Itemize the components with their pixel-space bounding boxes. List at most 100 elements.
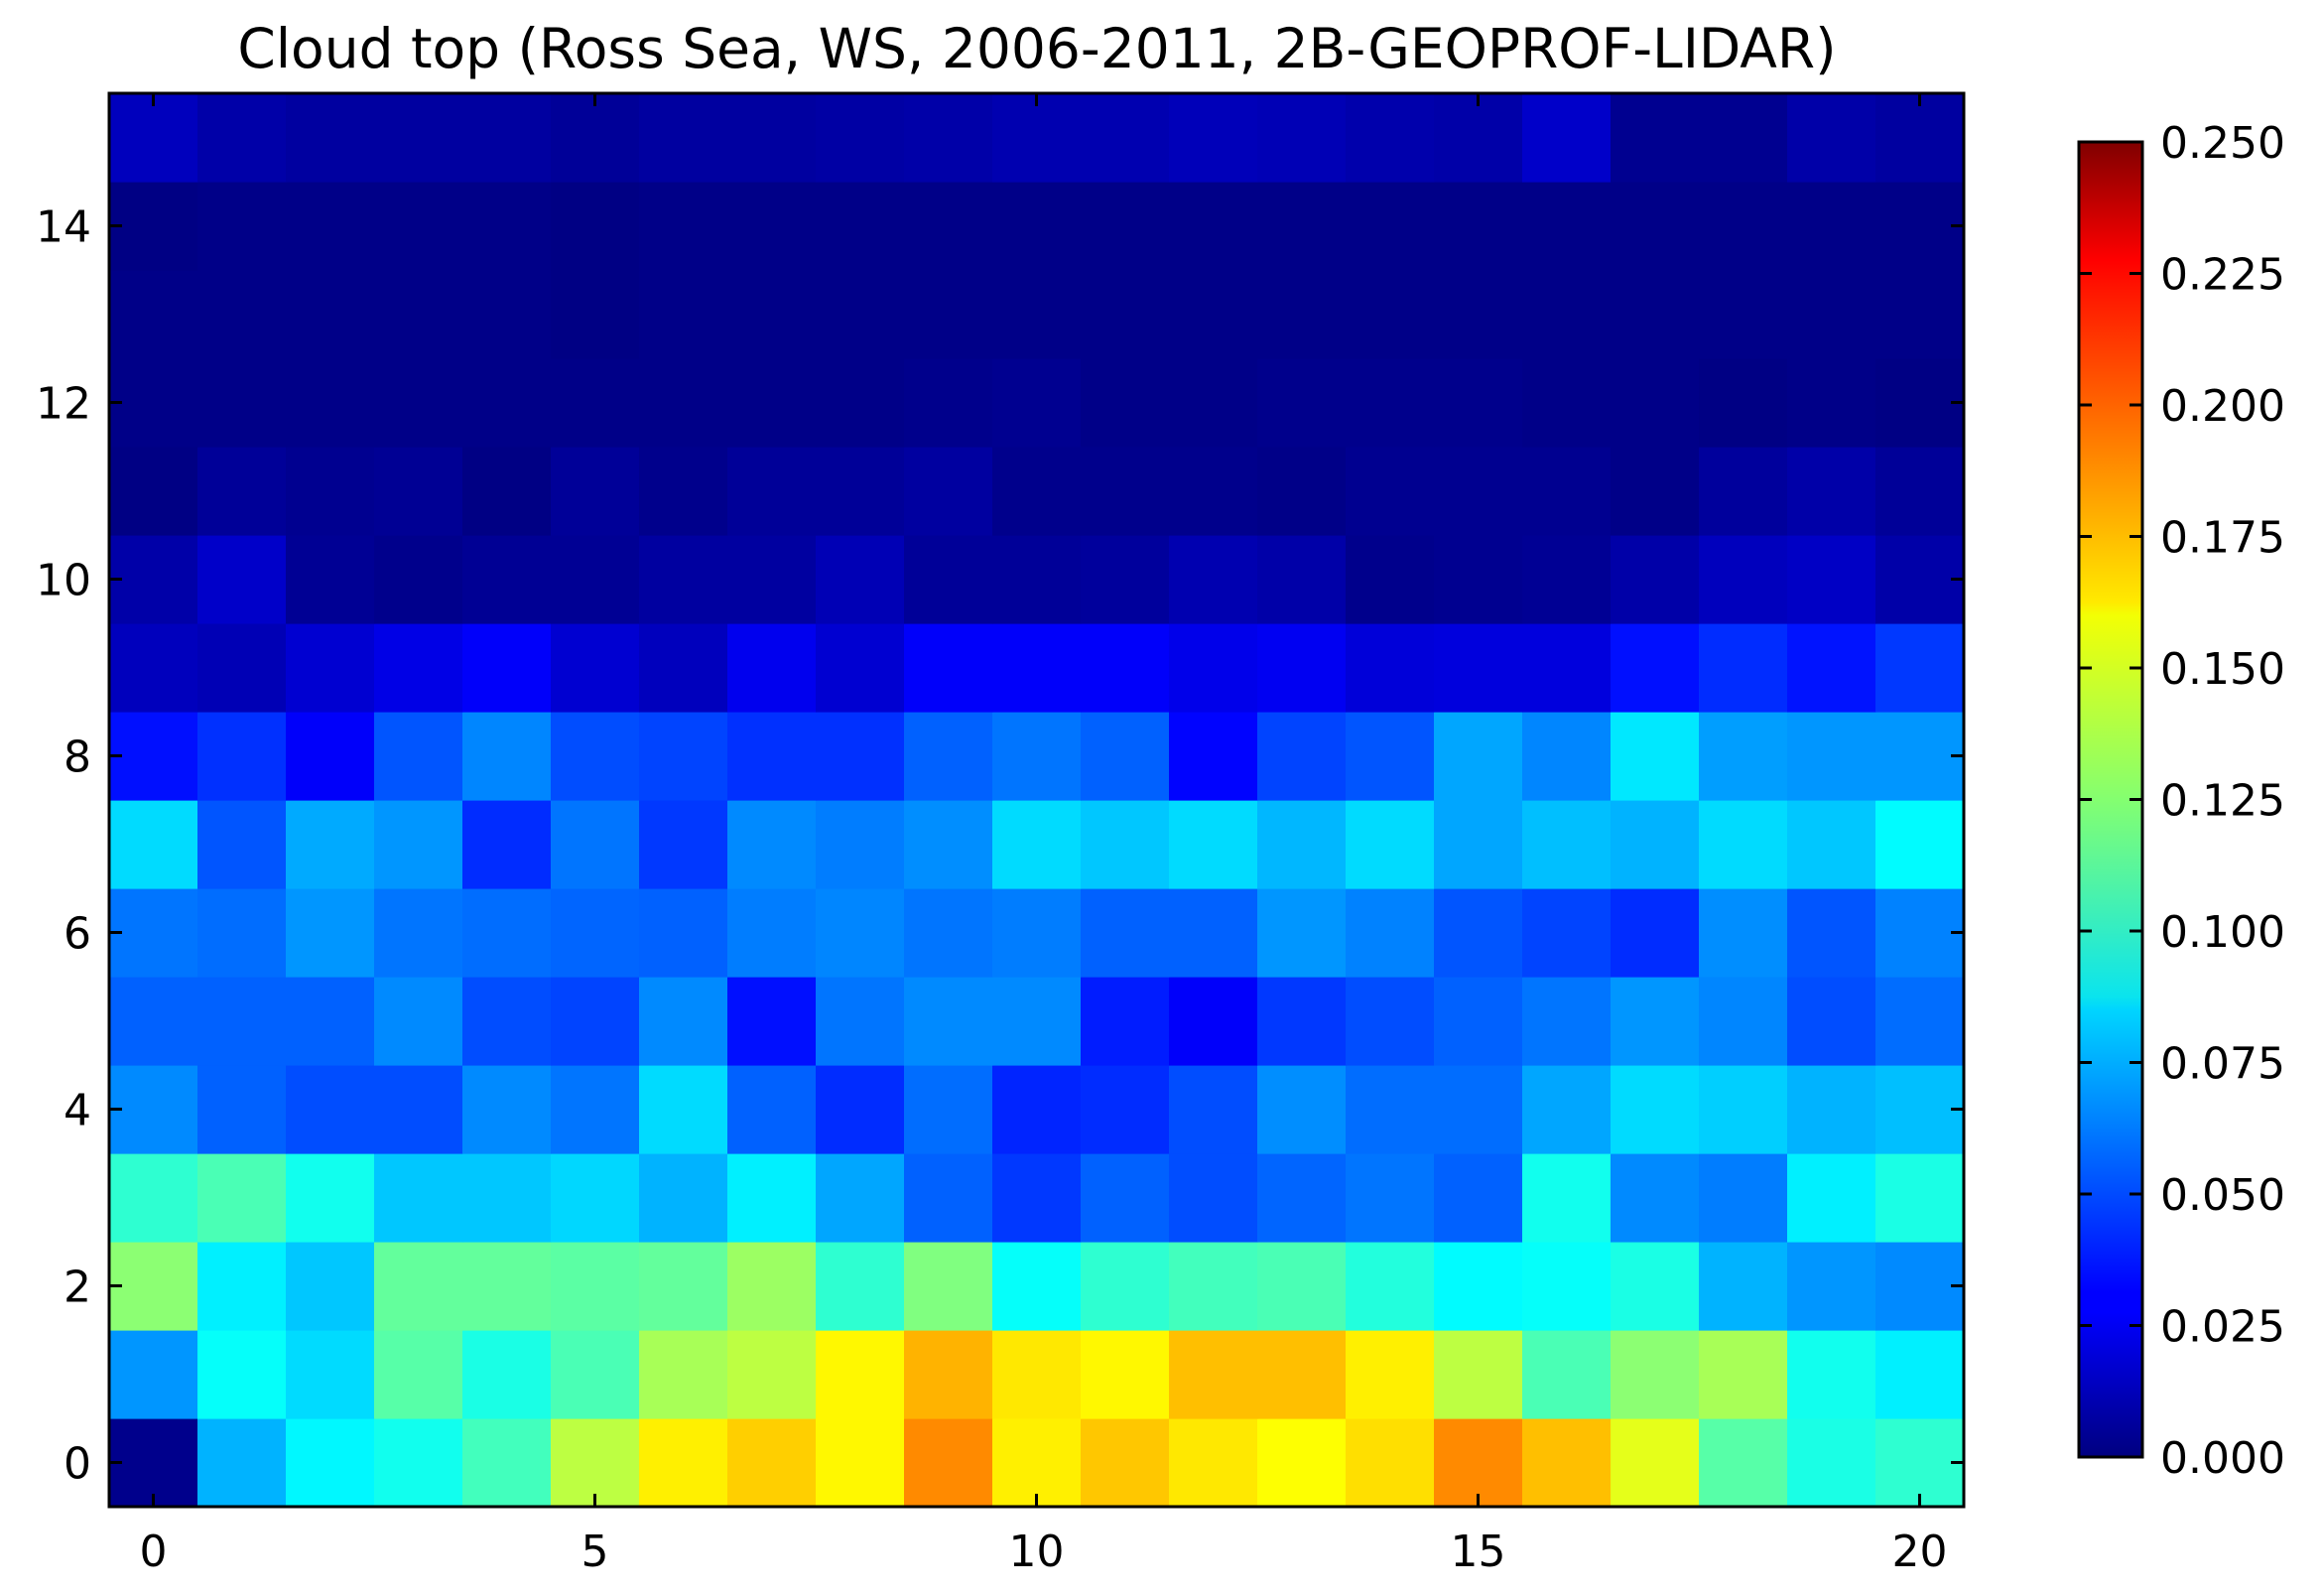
heatmap-cell [727, 447, 817, 536]
heatmap-cell [1611, 1242, 1700, 1331]
heatmap-cell [1257, 535, 1347, 624]
heatmap-cell [1081, 712, 1170, 801]
heatmap-cell [1522, 1065, 1612, 1154]
heatmap-cell [462, 447, 552, 536]
heatmap-cell [374, 93, 463, 183]
heatmap-cell [1434, 712, 1523, 801]
heatmap-cell [904, 888, 993, 978]
heatmap-cell [1169, 800, 1258, 889]
heatmap-cell [1787, 977, 1876, 1066]
heatmap-cell [1699, 977, 1788, 1066]
heatmap-cell [286, 623, 375, 713]
heatmap-cell [109, 93, 198, 183]
heatmap-cell [551, 535, 640, 624]
heatmap-cell [1257, 800, 1347, 889]
heatmap-cell [639, 888, 728, 978]
heatmap-cell [109, 623, 198, 713]
heatmap-cell [1081, 1418, 1170, 1508]
heatmap-cell [904, 1242, 993, 1331]
colorbar-ticks: 0.000 0.025 0.050 0.075 0.100 0.125 0.150 0.175… [2079, 118, 2285, 1484]
heatmap-cell [1434, 1153, 1523, 1243]
heatmap-cell [1522, 535, 1612, 624]
y-tick-label: 6 [64, 909, 91, 960]
heatmap-cell [639, 535, 728, 624]
heatmap-cell [992, 535, 1082, 624]
heatmap-cell [639, 447, 728, 536]
heatmap-cell [1169, 888, 1258, 978]
heatmap-cell [1081, 1242, 1170, 1331]
heatmap-cell [727, 93, 817, 183]
heatmap-cell [1081, 1153, 1170, 1243]
heatmap-cell [1522, 712, 1612, 801]
heatmap-cell [1522, 800, 1612, 889]
heatmap-cell [1081, 535, 1170, 624]
heatmap-cell [1169, 1330, 1258, 1419]
heatmap-cell [1787, 1418, 1876, 1508]
heatmap-cell [1346, 712, 1435, 801]
heatmap-cell [639, 712, 728, 801]
heatmap-cell [1257, 93, 1347, 183]
heatmap-cell [904, 712, 993, 801]
heatmap-cell [551, 977, 640, 1066]
heatmap-cell [1699, 712, 1788, 801]
heatmap-cell [374, 888, 463, 978]
heatmap-cell [286, 1330, 375, 1419]
heatmap-cell [462, 800, 552, 889]
heatmap-cell [816, 1065, 905, 1154]
heatmap-cell [109, 1153, 198, 1243]
heatmap-cell [1787, 535, 1876, 624]
heatmap-cell [462, 182, 552, 271]
heatmap-cell [727, 1065, 817, 1154]
heatmap-cell [1699, 1418, 1788, 1508]
heatmap-cell [286, 1418, 375, 1508]
heatmap-cell [1699, 447, 1788, 536]
heatmap-cell [904, 1065, 993, 1154]
heatmap-cell [639, 623, 728, 713]
heatmap-cell [1611, 623, 1700, 713]
heatmap-cell [816, 270, 905, 359]
heatmap-cell [816, 623, 905, 713]
heatmap-cell [462, 270, 552, 359]
heatmap-cell [727, 358, 817, 448]
heatmap-cell [904, 447, 993, 536]
heatmap-cell [904, 270, 993, 359]
heatmap-cell [1875, 1330, 1965, 1419]
heatmap-cell [462, 1242, 552, 1331]
heatmap-cell [1522, 888, 1612, 978]
heatmap-cell [1787, 270, 1876, 359]
heatmap-cell [197, 1153, 287, 1243]
heatmap-cell [1699, 182, 1788, 271]
heatmap-cell [727, 270, 817, 359]
axis-ticks: 0 5 10 15 20 0 2 4 6 8 10 12 14 [36, 93, 1964, 1577]
heatmap-cell [904, 977, 993, 1066]
heatmap-cell [1611, 447, 1700, 536]
heatmap-cell [992, 888, 1082, 978]
heatmap-cell [551, 182, 640, 271]
heatmap-cell [109, 358, 198, 448]
heatmap-cell [462, 1065, 552, 1154]
heatmap-cell [1169, 447, 1258, 536]
heatmap-cell [816, 977, 905, 1066]
heatmap-cell [904, 800, 993, 889]
colorbar-tick-label: 0.050 [2160, 1170, 2285, 1221]
heatmap-cell [109, 447, 198, 536]
y-tick-label: 12 [36, 379, 91, 430]
heatmap-cell [1787, 1330, 1876, 1419]
heatmap-cell [904, 358, 993, 448]
heatmap-cell [992, 1418, 1082, 1508]
heatmap-cell [727, 1153, 817, 1243]
heatmap-cell [1699, 1065, 1788, 1154]
heatmap-cell [462, 1153, 552, 1243]
heatmap-cell [904, 1418, 993, 1508]
heatmap-cell [1434, 1242, 1523, 1331]
heatmap-cell [1522, 977, 1612, 1066]
heatmap-cell [197, 888, 287, 978]
heatmap-cell [639, 1330, 728, 1419]
heatmap-cell [904, 93, 993, 183]
heatmap-cell [374, 447, 463, 536]
heatmap-cell [1081, 93, 1170, 183]
heatmap-cell [462, 1330, 552, 1419]
heatmap-cell [1346, 623, 1435, 713]
heatmap-cell [816, 888, 905, 978]
